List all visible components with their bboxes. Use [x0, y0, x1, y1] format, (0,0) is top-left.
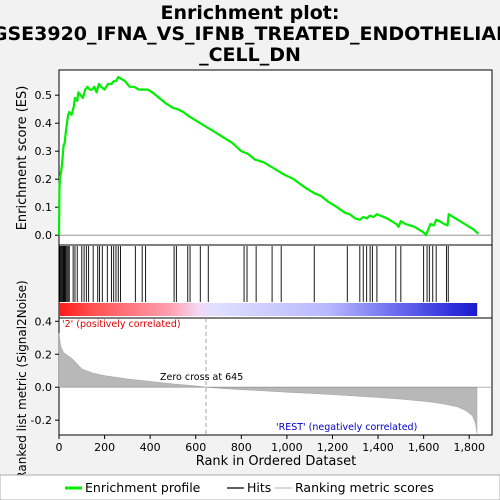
es-layer: 0.0 0.1 0.2 0.3 0.4 0.5: [35, 75, 492, 242]
ranked-y-tick-label: 0.4: [35, 315, 53, 328]
ranked-layer: -0.2 0.0 0.2 0.4: [31, 315, 492, 435]
es-y-tick-label: 0.4: [35, 117, 53, 130]
ranked-y-tick-label: -0.2: [31, 414, 52, 427]
positive-label: '2' (positively correlated): [62, 319, 181, 330]
enrichment-profile-line: [57, 75, 480, 237]
legend-hits-label: Hits: [247, 480, 271, 495]
es-y-tick-label: 0.5: [35, 89, 53, 102]
ranked-y-tick-label: 0.0: [35, 381, 53, 394]
es-y-tick-label: 0.1: [35, 201, 53, 214]
x-tick-label: 1,000: [271, 441, 303, 454]
zero-cross-label: Zero cross at 645: [160, 372, 243, 383]
hits-layer: [59, 246, 478, 316]
x-axis-label: Rank in Ordered Dataset: [196, 454, 357, 469]
x-tick-label: 600: [185, 441, 206, 454]
chart-title-line-3: _CELL_DN: [199, 44, 301, 66]
x-tick-label: 0: [56, 441, 63, 454]
x-axis: 0 200 400 600 800 1,000 1,200 1,400 1,600 1,800: [56, 435, 485, 454]
x-tick-label: 1,200: [317, 441, 349, 454]
legend-box: [0, 474, 500, 500]
es-y-axis-label: Enrichment score (ES): [15, 86, 30, 231]
es-y-tick-label: 0.3: [35, 145, 53, 158]
x-tick-label: 400: [140, 441, 161, 454]
x-tick-label: 800: [231, 441, 252, 454]
x-tick-label: 200: [94, 441, 115, 454]
chart-title-line-1: Enrichment plot:: [161, 2, 340, 24]
x-tick-label: 1,600: [408, 441, 440, 454]
ranked-y-axis-label: Ranked list metric (Signal2Noise): [15, 280, 29, 479]
ranked-color-bar: [59, 303, 478, 316]
negative-label: 'REST' (negatively correlated): [276, 422, 417, 433]
ranking-metric-area: [58, 332, 478, 434]
x-tick-label: 1,800: [453, 441, 485, 454]
chart-title-line-2: GSE3920_IFNA_VS_IFNB_TREATED_ENDOTHELIAL: [0, 23, 500, 45]
es-y-tick-label: 0.0: [35, 229, 53, 242]
ranked-panel-frame: [58, 317, 493, 436]
legend-ranking-label: Ranking metric scores: [295, 480, 434, 495]
ranked-y-tick-label: 0.2: [35, 348, 53, 361]
es-y-tick-label: 0.2: [35, 173, 53, 186]
es-panel-frame: [58, 69, 493, 246]
x-tick-label: 1,400: [362, 441, 394, 454]
legend-enrichment-label: Enrichment profile: [85, 480, 201, 495]
